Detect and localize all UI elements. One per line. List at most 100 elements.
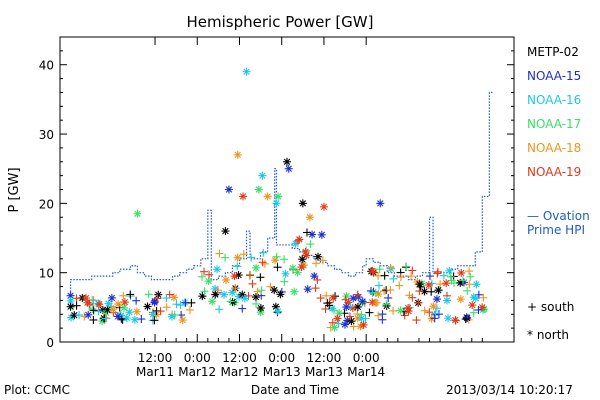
x-tick-label-date: Mar12	[178, 365, 216, 379]
north-point	[66, 302, 75, 311]
south-point	[252, 299, 261, 308]
north-point	[301, 247, 310, 256]
south-point	[238, 304, 247, 313]
south-point	[366, 286, 375, 295]
south-point	[395, 281, 404, 290]
south-point	[427, 287, 436, 296]
north-point	[276, 290, 285, 299]
south-point	[162, 303, 171, 312]
y-axis-label: P [GW]	[7, 167, 22, 212]
south-point	[341, 295, 350, 304]
outlier-point	[133, 209, 142, 218]
north-point	[256, 304, 265, 313]
south-point	[406, 272, 415, 281]
x-axis-label: Date and Time	[251, 383, 339, 397]
north-point	[308, 230, 317, 239]
outlier-point	[254, 185, 263, 194]
x-axis: 12:00Mar110:00Mar1212:00Mar120:00Mar1312…	[122, 37, 483, 379]
north-point	[103, 305, 112, 314]
north-point	[107, 293, 116, 302]
legend-series: METP-02	[527, 45, 579, 59]
south-point	[185, 305, 194, 314]
south-point	[253, 287, 262, 296]
ovation-prime-hpi-series	[69, 91, 493, 304]
north-point	[368, 298, 377, 307]
north-point	[113, 312, 122, 321]
south-point	[312, 259, 321, 268]
north-point	[170, 293, 179, 302]
south-point	[259, 248, 268, 257]
south-point	[389, 306, 398, 315]
south-point	[361, 314, 370, 323]
south-point	[233, 262, 242, 271]
x-tick-label-time: 0:00	[353, 351, 380, 365]
south-point	[434, 310, 443, 319]
north-point	[472, 280, 481, 289]
north-point	[451, 316, 460, 325]
north-point	[222, 275, 231, 284]
north-point	[270, 286, 279, 295]
south-point	[415, 287, 424, 296]
south-point	[469, 308, 478, 317]
outlier-point	[258, 171, 267, 180]
south-point	[280, 277, 289, 286]
south-point	[257, 286, 266, 295]
south-point	[446, 272, 455, 281]
south-point	[386, 263, 395, 272]
south-point	[88, 304, 97, 313]
x-tick-label-date: Mar12	[221, 365, 259, 379]
south-point	[412, 316, 421, 325]
south-point	[197, 272, 206, 281]
south-point	[318, 256, 327, 265]
north-point	[148, 310, 157, 319]
outlier-point	[272, 199, 281, 208]
north-point	[178, 316, 187, 325]
north-point	[457, 268, 466, 277]
south-point	[273, 263, 282, 272]
south-point	[321, 305, 330, 314]
outlier-point	[298, 199, 307, 208]
south-point	[294, 236, 303, 245]
south-point	[368, 288, 377, 297]
legend-series: NOAA-18	[527, 141, 581, 155]
south-point	[384, 293, 393, 302]
south-point	[150, 316, 159, 325]
north-point	[119, 303, 128, 312]
south-point	[334, 319, 343, 328]
x-tick-label-date: Mar11	[136, 365, 174, 379]
south-point	[94, 307, 103, 316]
north-point	[444, 314, 453, 323]
south-point	[156, 307, 165, 316]
north-point	[298, 255, 307, 264]
south-point	[375, 265, 384, 274]
legend-series: NOAA-19	[527, 165, 581, 179]
south-point	[313, 275, 322, 284]
north-point	[314, 252, 323, 261]
south-point	[153, 294, 162, 303]
north-point	[429, 302, 438, 311]
south-point	[256, 273, 265, 282]
north-point	[109, 305, 118, 314]
north-point	[442, 296, 451, 305]
legend-ovation-line2: Prime HPI	[527, 223, 585, 237]
north-point	[167, 312, 176, 321]
south-point	[389, 274, 398, 283]
south-point	[89, 315, 98, 324]
north-point	[353, 302, 362, 311]
north-point	[333, 314, 342, 323]
south-point	[162, 294, 171, 303]
north-point	[456, 295, 465, 304]
north-point	[230, 272, 239, 281]
south-point	[322, 291, 331, 300]
south-point	[463, 286, 472, 295]
legend-marker: + south	[527, 300, 574, 314]
south-point	[345, 312, 354, 321]
north-point	[120, 298, 129, 307]
south-point	[400, 311, 409, 320]
south-point	[474, 305, 483, 314]
south-point	[374, 281, 383, 290]
north-point	[252, 263, 261, 272]
south-point	[200, 287, 209, 296]
south-point	[458, 276, 467, 285]
